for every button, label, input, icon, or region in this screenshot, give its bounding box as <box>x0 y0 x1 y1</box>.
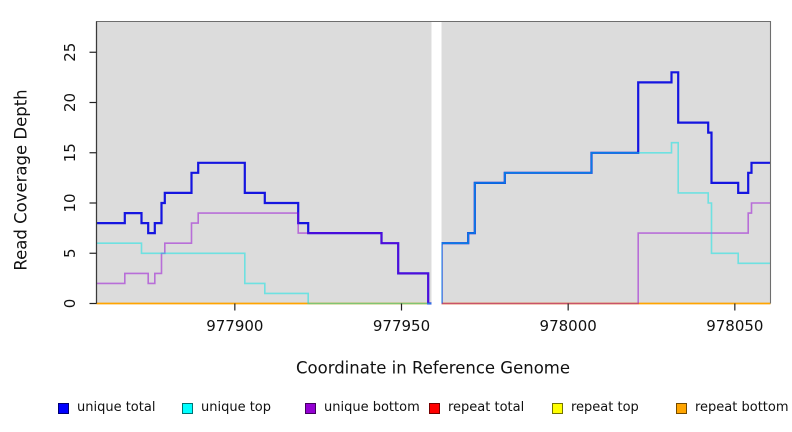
series-line-unique-bottom <box>96 212 432 305</box>
y-tick-label: 15 <box>61 143 79 162</box>
y-tick-label: 10 <box>61 193 79 212</box>
x-tick-label: 978050 <box>706 317 763 335</box>
y-tick-label: 20 <box>61 93 79 112</box>
series-line-unique-top <box>96 242 432 305</box>
x-tick-label: 978000 <box>540 317 597 335</box>
series-line-unique-bottom <box>441 202 771 305</box>
y-tick-label: 5 <box>61 248 79 258</box>
y-axis-label: Read Coverage Depth <box>11 89 31 271</box>
x-axis-label: Coordinate in Reference Genome <box>295 358 571 378</box>
y-tick-label: 25 <box>61 43 79 62</box>
x-tick-label: 977900 <box>206 317 263 335</box>
series-line-unique-top <box>440 141 771 304</box>
panel-gap <box>431 20 442 304</box>
y-tick-label: 0 <box>61 299 79 309</box>
x-tick-label: 977950 <box>373 317 430 335</box>
